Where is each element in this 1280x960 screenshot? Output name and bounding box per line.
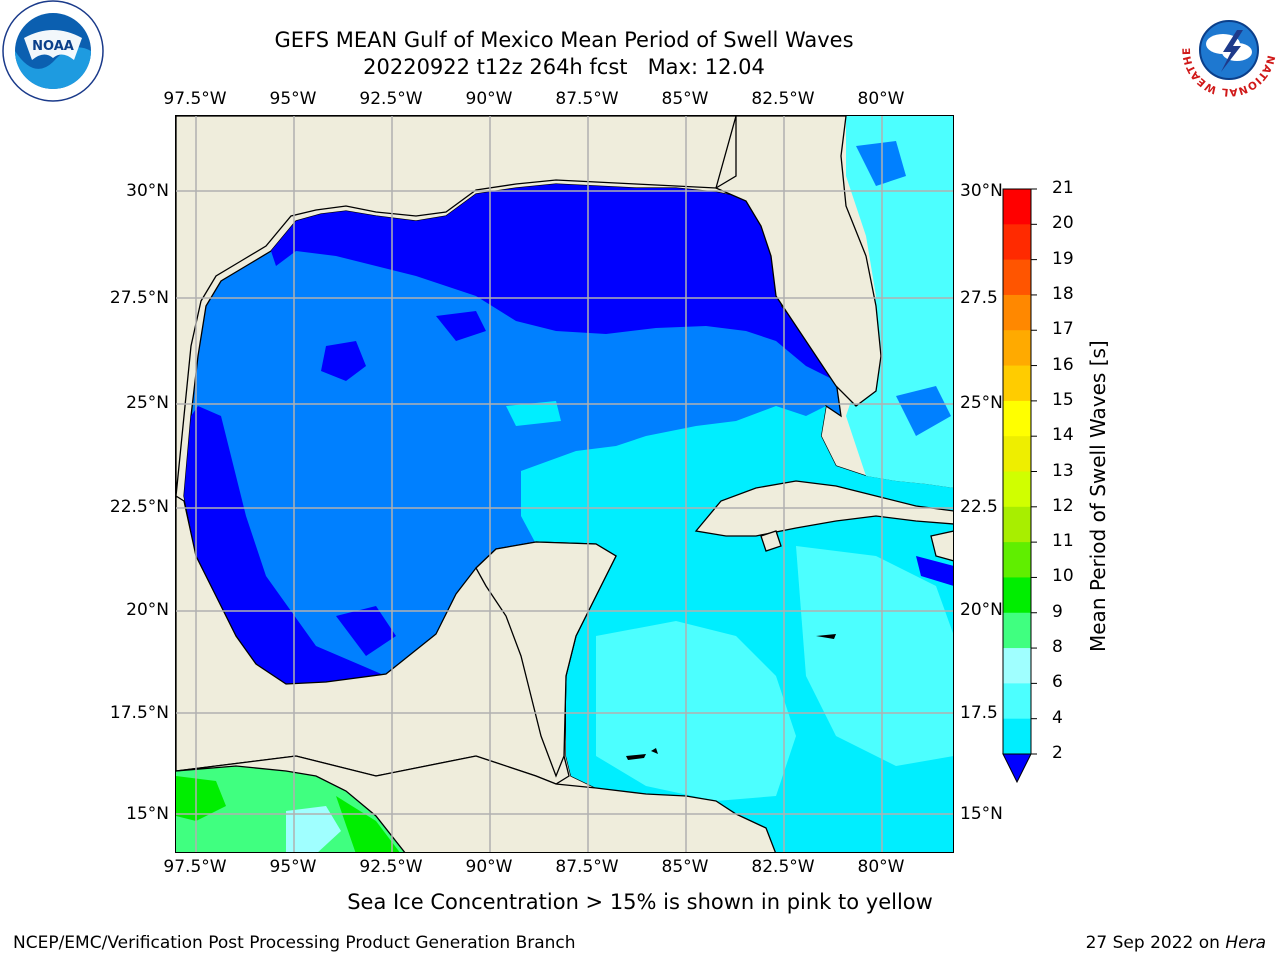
max-value: Max: 12.04 <box>647 55 765 79</box>
colorbar-segment <box>1003 436 1031 472</box>
colorbar-segment <box>1003 577 1031 614</box>
lon-label-bottom: 80°W <box>857 857 905 877</box>
lon-label-top: 95°W <box>269 89 317 109</box>
producer-credit: NCEP/EMC/Verification Post Processing Pr… <box>13 933 576 953</box>
lon-label-bottom: 90°W <box>465 857 513 877</box>
lat-label-right: 15°N <box>960 804 1003 824</box>
lon-label-top: 87.5°W <box>555 89 619 109</box>
colorbar-tick-label: 17 <box>1052 319 1074 340</box>
host-name: Hera <box>1225 933 1266 953</box>
colorbar-segment <box>1003 683 1031 720</box>
colorbar-tick-label: 10 <box>1052 566 1074 587</box>
colorbar-tick-labels: 2 4 6 8 9 10 11 12 13 14 15 16 17 18 19 20 21 <box>1052 178 1112 786</box>
us-coast-land <box>176 116 737 497</box>
colorbar-segment <box>1003 330 1031 367</box>
colorbar-tick-label: 19 <box>1052 248 1074 269</box>
noaa-logo: NOAA <box>2 0 104 102</box>
yucatan-land <box>475 541 617 778</box>
central-america-land <box>176 755 776 852</box>
lon-label-bottom: 85°W <box>661 857 709 877</box>
colorbar-segment <box>1003 612 1031 649</box>
lon-label-top: 92.5°W <box>359 89 423 109</box>
lat-label-right: 17.5 <box>960 703 998 723</box>
lat-label-right: 20°N <box>960 600 1003 620</box>
north-gulf-low-period <box>271 184 836 381</box>
colorbar-tick-label: 4 <box>1052 707 1063 728</box>
map-panel <box>175 115 954 853</box>
pacific-high-period <box>176 766 405 852</box>
colorbar-segment <box>1003 542 1031 578</box>
colorbar-tick-label: 13 <box>1052 460 1074 481</box>
forecast-run: 20220922 t12z 264h fcst <box>363 55 628 79</box>
colorbar-segment <box>1003 259 1031 296</box>
map-subtitle: 20220922 t12z 264h fcst Max: 12.04 <box>0 55 1128 79</box>
colorbar-tick-label: 18 <box>1052 283 1074 304</box>
lat-label-right: 25°N <box>960 393 1003 413</box>
colorbar-tick-label: 2 <box>1052 743 1063 763</box>
lat-label-right: 27.5 <box>960 288 998 308</box>
svg-text:NOAA: NOAA <box>32 39 74 54</box>
lon-label-bottom: 87.5°W <box>555 857 619 877</box>
colorbar-scale <box>1002 188 1037 784</box>
lat-label-left: 25°N <box>126 393 169 413</box>
colorbar-segment <box>1003 400 1031 437</box>
lon-label-top: 82.5°W <box>751 89 815 109</box>
lat-label-left: 27.5°N <box>109 288 169 308</box>
colorbar-tick-label: 12 <box>1052 495 1074 516</box>
colorbar-segment <box>1003 365 1031 402</box>
nws-logo-icon: NATIONAL WEATHER SERVICE <box>1175 0 1277 98</box>
colorbar-tick-label: 11 <box>1052 531 1074 552</box>
map-title: GEFS MEAN Gulf of Mexico Mean Period of … <box>274 28 854 52</box>
generation-date: 27 Sep 2022 on Hera <box>1086 933 1266 953</box>
colorbar-segment <box>1003 718 1031 755</box>
lon-label-top: 85°W <box>661 89 709 109</box>
colorbar-segment <box>1003 189 1031 225</box>
nws-logo: NATIONAL WEATHER SERVICE <box>1175 0 1279 100</box>
florida-land <box>714 116 882 407</box>
lon-label-top: 80°W <box>857 89 905 109</box>
colorbar <box>1000 186 1045 786</box>
colorbar-segment <box>1003 471 1031 508</box>
lat-label-left: 15°N <box>126 804 169 824</box>
colorbar-segment <box>1003 294 1031 331</box>
west-gulf-low-period <box>184 406 386 686</box>
lon-label-top: 97.5°W <box>163 89 227 109</box>
lon-label-bottom: 82.5°W <box>751 857 815 877</box>
colorbar-segment <box>1003 224 1031 261</box>
gulf-of-mexico-map <box>176 116 953 852</box>
lat-label-left: 30°N <box>126 181 169 201</box>
lat-label-left: 17.5°N <box>109 703 169 723</box>
lon-label-top: 90°W <box>465 89 513 109</box>
lat-label-right: 30°N <box>960 181 1003 201</box>
lon-label-bottom: 97.5°W <box>163 857 227 877</box>
colorbar-tick-label: 6 <box>1052 672 1063 693</box>
lat-label-left: 22.5°N <box>109 497 169 517</box>
colorbar-tick-label: 14 <box>1052 425 1074 446</box>
lat-label-left: 20°N <box>126 600 169 620</box>
gridlines <box>176 116 953 852</box>
sea-ice-note: Sea Ice Concentration > 15% is shown in … <box>347 890 933 914</box>
lon-label-bottom: 92.5°W <box>359 857 423 877</box>
lon-label-bottom: 95°W <box>269 857 317 877</box>
colorbar-tick-label: 20 <box>1052 213 1074 234</box>
colorbar-title: Mean Period of Swell Waves [s] <box>1086 340 1110 652</box>
colorbar-segment <box>1003 506 1031 543</box>
lat-label-right: 22.5 <box>960 497 998 517</box>
colorbar-segment <box>1003 648 1031 684</box>
noaa-logo-icon: NOAA <box>2 0 104 102</box>
colorbar-tick-label: 16 <box>1052 354 1074 375</box>
date-text: 27 Sep 2022 on <box>1085 933 1220 953</box>
colorbar-tick-label: 8 <box>1052 637 1063 658</box>
colorbar-tick-label: 21 <box>1052 178 1074 198</box>
colorbar-under-triangle <box>1002 753 1032 784</box>
colorbar-tick-label: 15 <box>1052 389 1074 410</box>
colorbar-tick-label: 9 <box>1052 601 1063 622</box>
